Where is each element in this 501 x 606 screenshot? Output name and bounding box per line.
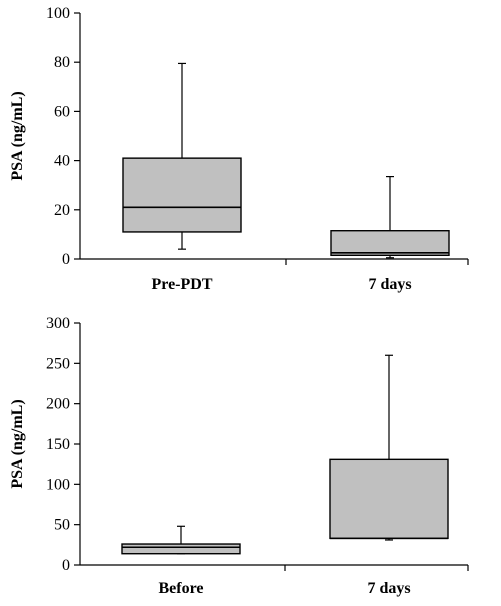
y-tick-label: 60 — [54, 103, 70, 120]
y-tick-label: 20 — [54, 202, 70, 219]
box-pre-pdt — [122, 62, 242, 250]
y-tick-label: 40 — [54, 153, 70, 170]
category-label: 7 days — [368, 276, 411, 293]
y-tick-label: 50 — [54, 517, 70, 534]
box-7-days — [329, 354, 449, 541]
iqr-box — [329, 458, 449, 540]
iqr-box — [121, 543, 241, 555]
y-tick-label: 100 — [46, 5, 70, 22]
y-tick-label: 0 — [62, 557, 70, 574]
y-axis-title: PSA (ng/mL) — [9, 399, 26, 488]
y-tick-label: 250 — [46, 355, 70, 372]
iqr-box — [122, 157, 242, 233]
y-tick-label: 300 — [46, 315, 70, 332]
category-label: Pre-PDT — [151, 276, 212, 293]
iqr-box — [330, 230, 450, 257]
box-7-days — [330, 175, 450, 259]
y-tick-label: 200 — [46, 396, 70, 413]
category-label: Before — [158, 580, 203, 597]
top-box-plot: 0 20 40 60 80 100 PSA (ng/mL) Pre-PDT 7 days — [9, 5, 469, 293]
box-before — [121, 525, 241, 555]
y-tick-label: 150 — [46, 436, 70, 453]
y-axis-title: PSA (ng/mL) — [9, 91, 26, 180]
y-tick-label: 100 — [46, 476, 70, 493]
bottom-box-plot: 0 50 100 150 200 250 300 PSA (ng/mL) Before 7 day… — [9, 315, 469, 597]
y-tick-label: 80 — [54, 54, 70, 71]
y-tick-label: 0 — [62, 251, 70, 268]
category-label: 7 days — [367, 580, 410, 597]
